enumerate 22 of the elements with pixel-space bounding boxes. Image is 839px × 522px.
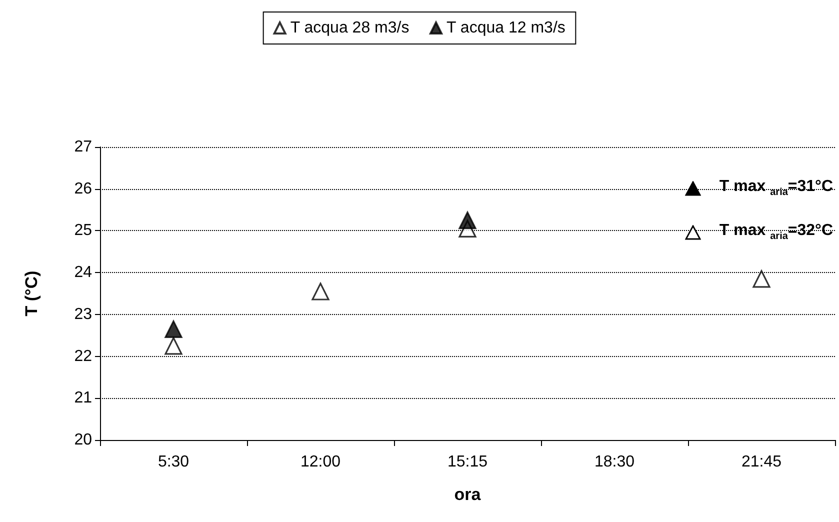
- legend-label: T acqua 28 m3/s: [290, 20, 410, 36]
- y-tick-label: 23: [74, 306, 92, 323]
- point: [312, 282, 330, 300]
- y-tick-label: 24: [74, 264, 92, 282]
- point: [164, 337, 182, 355]
- x-tick-label: 12:00: [300, 454, 341, 470]
- y-tick-label: 27: [74, 138, 92, 156]
- x-tick-label: 18:30: [594, 454, 635, 470]
- legend-label: T acqua 12 m3/s: [446, 20, 566, 36]
- y-tick-label: 26: [74, 180, 92, 198]
- point: [164, 320, 182, 338]
- point: [752, 270, 770, 288]
- y-axis-title: T (°C): [22, 270, 41, 316]
- y-tick-label: 25: [74, 222, 92, 240]
- y-tick-label: 22: [74, 348, 92, 365]
- x-tick-label: 15:15: [447, 454, 488, 470]
- x-tick-label: 21:45: [741, 454, 782, 470]
- y-tick-label: 21: [74, 390, 92, 407]
- point: [458, 212, 476, 230]
- x-axis-title: ora: [454, 485, 482, 504]
- y-tick-label: 20: [74, 432, 92, 448]
- x-tick-label: 5:30: [158, 454, 190, 470]
